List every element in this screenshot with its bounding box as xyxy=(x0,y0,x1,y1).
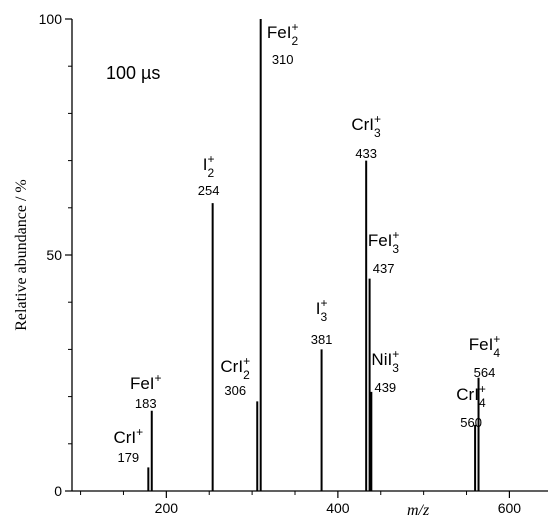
ion-formula: NiI xyxy=(371,350,392,369)
ion-subscript: 3 xyxy=(392,242,399,256)
mass-label: 439 xyxy=(374,380,396,395)
ion-formula: I xyxy=(203,155,208,174)
ion-subscript: 3 xyxy=(374,126,381,140)
mass-label: 381 xyxy=(311,332,333,347)
ion-formula: FeI xyxy=(469,335,494,354)
y-axis-title: Relative abundance / % xyxy=(13,179,30,331)
mass-label: 560 xyxy=(460,415,482,430)
ion-formula: CrI xyxy=(220,357,243,376)
ion-subscript: 3 xyxy=(392,361,399,375)
ion-formula: CrI xyxy=(113,428,136,447)
ion-formula: CrI xyxy=(456,385,479,404)
mass-label: 179 xyxy=(117,450,139,465)
x-axis-title: m/z xyxy=(407,502,430,519)
ion-subscript: 2 xyxy=(291,34,298,48)
ion-charge: + xyxy=(136,425,143,439)
ion-charge: + xyxy=(291,20,298,34)
ion-subscript: 4 xyxy=(493,346,500,360)
ion-charge: + xyxy=(392,228,399,242)
ion-label: CrI+ xyxy=(113,425,143,447)
mass-label: 310 xyxy=(272,52,294,67)
mass-label: 437 xyxy=(373,261,395,276)
x-tick-label: 200 xyxy=(155,500,179,516)
ion-charge: + xyxy=(208,152,215,166)
ion-subscript: 2 xyxy=(208,166,215,180)
ion-label: FeI+ 3 xyxy=(368,228,400,256)
ion-label: FeI+ xyxy=(130,371,162,393)
ion-label: I+ 2 xyxy=(203,152,215,180)
mass-label: 433 xyxy=(355,146,377,161)
ion-charge: + xyxy=(493,332,500,346)
y-tick-label: 50 xyxy=(46,247,62,263)
ion-formula: CrI xyxy=(351,115,374,134)
mass-label: 254 xyxy=(198,183,220,198)
ion-subscript: 3 xyxy=(320,310,327,324)
ion-label: CrI+ 4 xyxy=(456,382,486,410)
mass-label: 306 xyxy=(224,383,246,398)
ion-formula: FeI xyxy=(267,23,292,42)
peaks-group xyxy=(147,19,480,491)
time-annotation: 100 µs xyxy=(106,63,160,83)
ion-formula: FeI xyxy=(130,374,155,393)
ion-subscript: 4 xyxy=(479,396,486,410)
mass-label: 183 xyxy=(135,396,157,411)
ion-formula: FeI xyxy=(368,231,393,250)
mass-label: 564 xyxy=(474,365,496,380)
ion-formula: I xyxy=(316,299,321,318)
ion-charge: + xyxy=(479,382,486,396)
ion-label: NiI+ 3 xyxy=(371,347,399,375)
ion-label: CrI+ 2 xyxy=(220,354,250,382)
ion-label: I+ 3 xyxy=(316,296,328,324)
ion-label: FeI+ 2 xyxy=(267,20,299,48)
x-tick-label: 600 xyxy=(498,500,522,516)
ion-charge: + xyxy=(392,347,399,361)
x-tick-label: 400 xyxy=(326,500,350,516)
ion-charge: + xyxy=(374,112,381,126)
y-tick-label: 0 xyxy=(54,483,62,499)
ion-label: FeI+ 4 xyxy=(469,332,501,360)
ion-charge: + xyxy=(155,371,162,385)
ion-charge: + xyxy=(243,354,250,368)
ion-label: CrI+ 3 xyxy=(351,112,381,140)
ion-charge: + xyxy=(320,296,327,310)
ion-subscript: 2 xyxy=(243,368,250,382)
y-tick-label: 100 xyxy=(39,11,63,27)
